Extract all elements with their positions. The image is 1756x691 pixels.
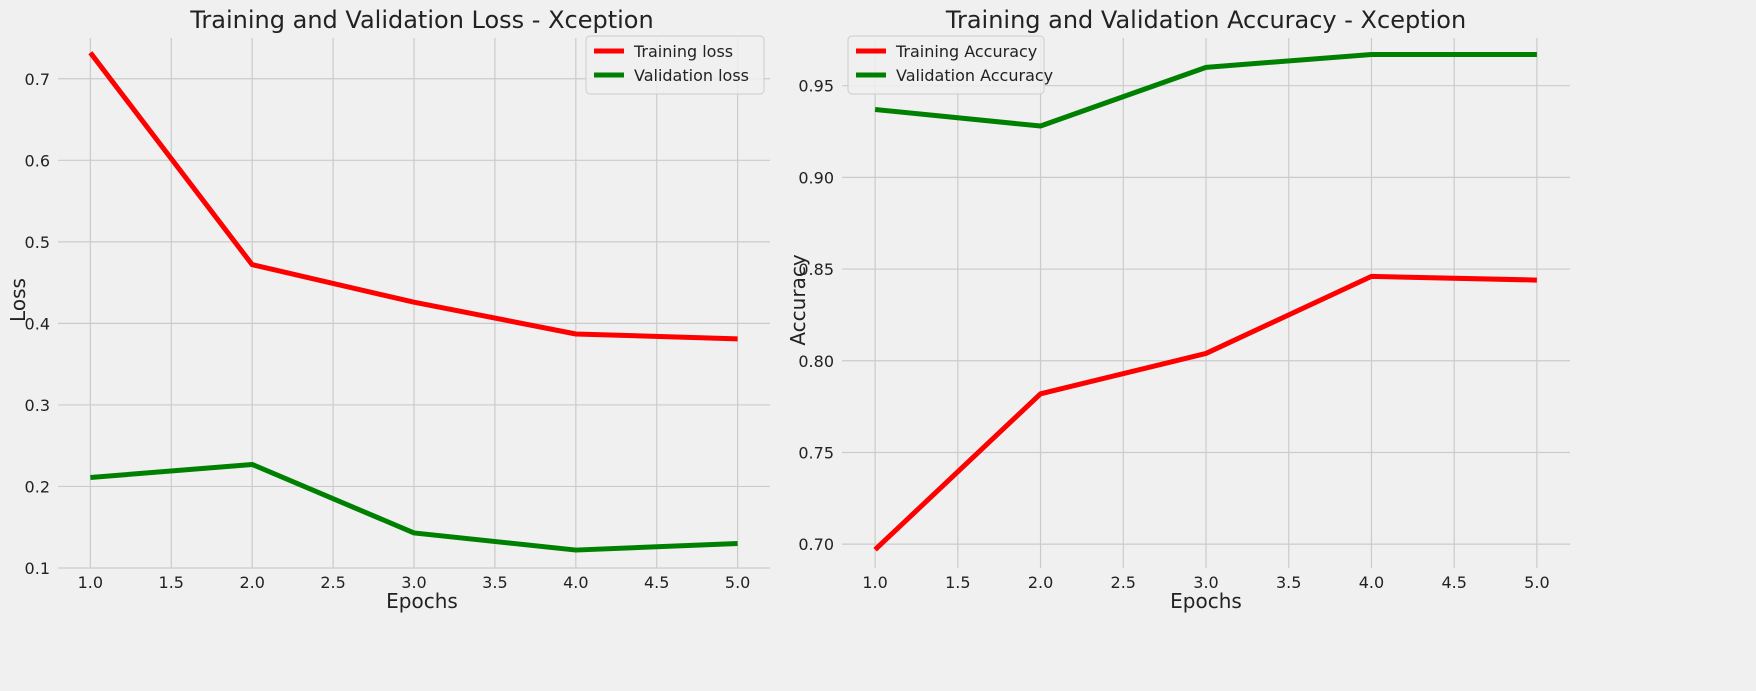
y-tick-label: 0.75 [798,443,834,462]
legend: Training loss Validation loss [585,35,765,95]
x-tick-label: 3.0 [1193,573,1218,592]
legend-frame [847,35,1045,95]
x-tick-label: 3.5 [1276,573,1301,592]
x-axis-label: Epochs [1170,589,1242,613]
x-tick-label: 2.0 [1028,573,1053,592]
y-tick-label: 0.6 [25,151,50,170]
x-tick-label: 1.0 [862,573,887,592]
x-tick-label: 2.5 [1111,573,1136,592]
grid [842,38,1570,568]
chart-title: Training and Validation Accuracy - Xcept… [945,6,1466,34]
y-tick-label: 0.3 [25,396,50,415]
y-tick-label: 0.95 [798,77,834,96]
y-axis-label: Loss [6,278,30,322]
legend-label: Training Accuracy [895,42,1037,61]
x-tick-label: 3.5 [482,573,507,592]
legend: Training Accuracy Validation Accuracy [847,35,1053,95]
y-tick-label: 0.80 [798,352,834,371]
x-tick-label: 1.0 [78,573,103,592]
series-line-validation [90,461,738,553]
y-tick-label: 0.1 [25,559,50,578]
loss-chart: Training and Validation Loss - Xception … [6,6,770,613]
x-tick-label: 4.5 [644,573,669,592]
x-tick-label: 2.5 [320,573,345,592]
y-tick-label: 0.85 [798,260,834,279]
x-tick-label: 4.0 [563,573,588,592]
series-line-training [88,51,738,342]
series-line-training [873,273,1537,552]
y-tick-label: 0.70 [798,535,834,554]
legend-label: Validation Accuracy [896,66,1053,85]
x-tick-label: 5.0 [725,573,750,592]
legend-frame [585,35,765,95]
x-tick-label: 4.5 [1441,573,1466,592]
x-tick-label: 1.5 [945,573,970,592]
chart-title: Training and Validation Loss - Xception [189,6,653,34]
accuracy-chart: Training and Validation Accuracy - Xcept… [786,6,1570,613]
y-tick-label: 0.5 [25,233,50,252]
x-tick-label: 1.5 [159,573,184,592]
x-tick-label: 4.0 [1359,573,1384,592]
series-line-validation [874,52,1537,129]
y-tick-label: 0.2 [25,477,50,496]
x-tick-label: 2.0 [239,573,264,592]
x-axis-label: Epochs [386,589,458,613]
y-tick-label: 0.7 [25,70,50,89]
y-tick-label: 0.90 [798,168,834,187]
x-tick-label: 3.0 [401,573,426,592]
y-tick-label: 0.4 [25,314,50,333]
legend-label: Validation loss [634,66,749,85]
legend-label: Training loss [633,42,733,61]
x-tick-label: 5.0 [1524,573,1549,592]
y-axis-label: Accuracy [786,254,810,345]
